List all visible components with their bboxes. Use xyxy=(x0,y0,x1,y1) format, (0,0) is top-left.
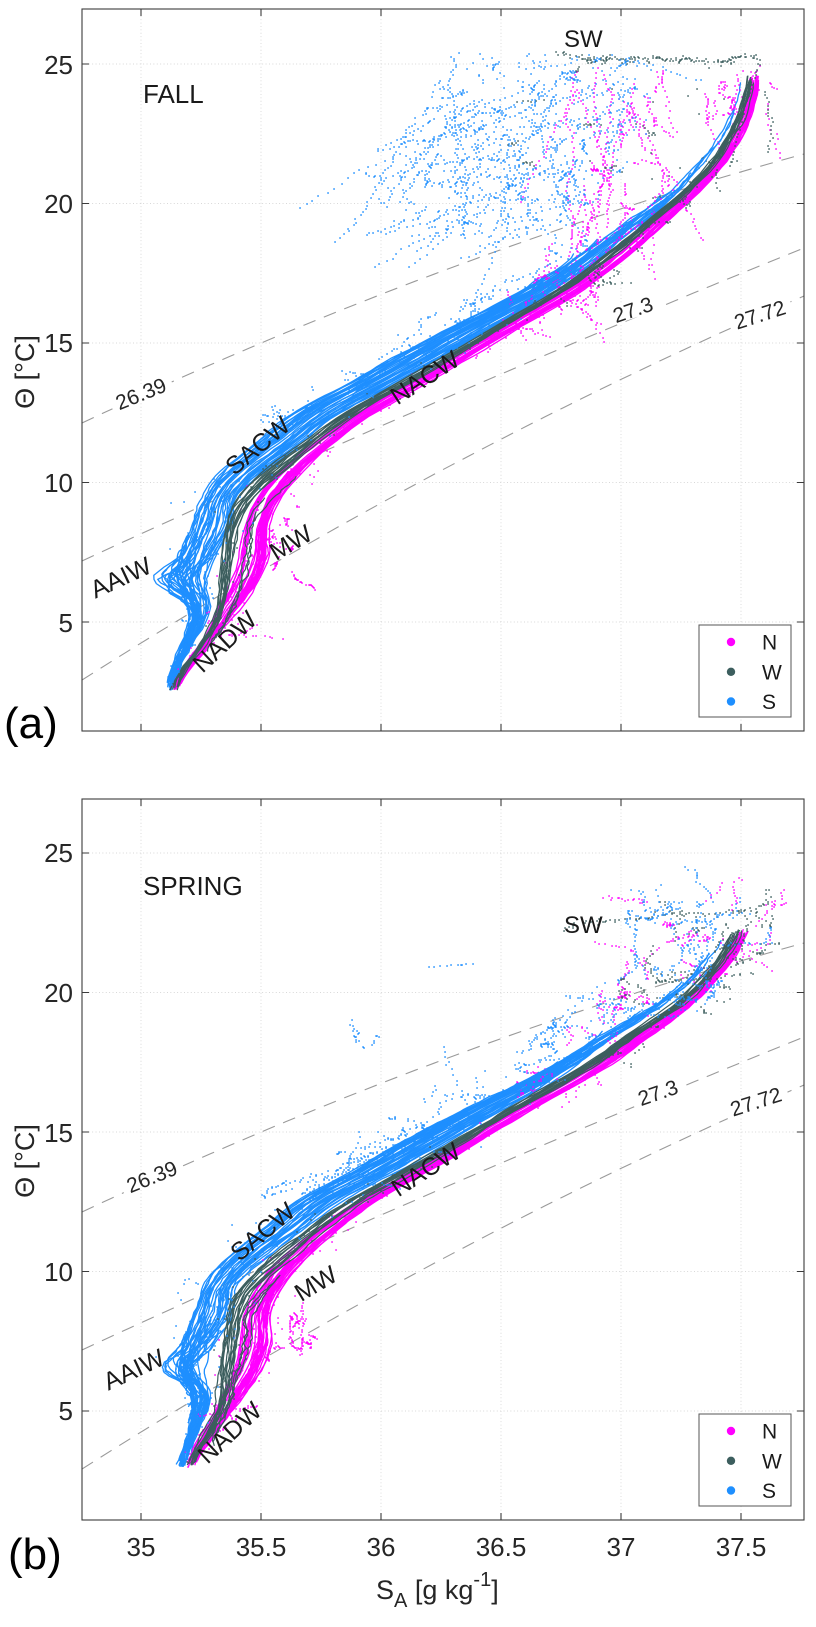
svg-text:36: 36 xyxy=(367,1532,396,1562)
svg-text:W: W xyxy=(762,661,782,684)
svg-text:SW: SW xyxy=(564,912,603,939)
svg-text:W: W xyxy=(762,1450,782,1473)
svg-text:15: 15 xyxy=(44,328,73,358)
svg-text:5: 5 xyxy=(59,1396,73,1426)
svg-text:SW: SW xyxy=(564,26,603,53)
svg-text:35.5: 35.5 xyxy=(236,1532,287,1562)
svg-text:FALL: FALL xyxy=(143,79,204,109)
svg-text:25: 25 xyxy=(44,838,73,868)
svg-text:15: 15 xyxy=(44,1118,73,1148)
svg-text:37.5: 37.5 xyxy=(716,1532,767,1562)
svg-text:(a): (a) xyxy=(4,699,58,748)
svg-text:35: 35 xyxy=(127,1532,156,1562)
svg-text:SPRING: SPRING xyxy=(143,871,243,901)
svg-text:20: 20 xyxy=(44,189,73,219)
svg-text:25: 25 xyxy=(44,50,73,80)
svg-text:37: 37 xyxy=(607,1532,636,1562)
svg-text:N: N xyxy=(762,1421,777,1444)
svg-text:(b): (b) xyxy=(8,1530,62,1579)
svg-text:S: S xyxy=(762,691,776,714)
svg-text:Θ [°C]: Θ [°C] xyxy=(10,335,40,409)
svg-text:5: 5 xyxy=(59,608,73,638)
svg-text:N: N xyxy=(762,632,777,655)
svg-text:Θ [°C]: Θ [°C] xyxy=(10,1124,40,1198)
svg-text:10: 10 xyxy=(44,468,73,498)
svg-text:10: 10 xyxy=(44,1257,73,1287)
svg-text:36.5: 36.5 xyxy=(476,1532,527,1562)
svg-text:S: S xyxy=(762,1480,776,1503)
svg-text:20: 20 xyxy=(44,978,73,1008)
